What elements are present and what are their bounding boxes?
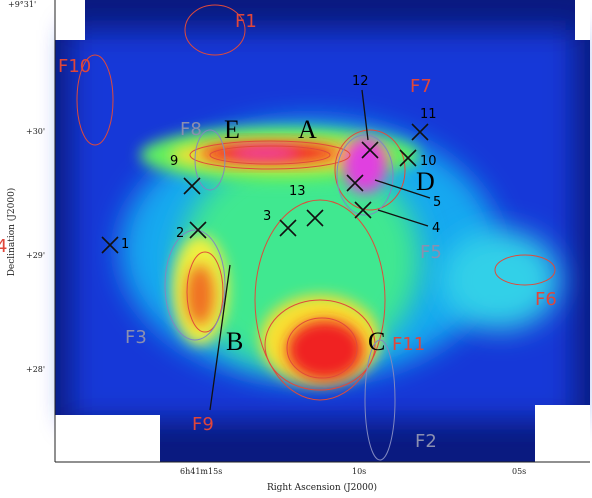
filament-label: F1 (235, 11, 257, 32)
source-label: 2 (176, 226, 184, 241)
source-label: 1 (121, 237, 129, 252)
region-label: E (224, 115, 240, 144)
figure: E A D B C F1 F10 F7 F8 F5 F6 F3 F11 F9 F… (0, 0, 592, 498)
source-label: 12 (352, 74, 369, 89)
y-tick-label: +28' (26, 365, 45, 374)
source-label: 11 (420, 107, 437, 122)
filament-label: F5 (420, 242, 442, 263)
filament-label: F10 (58, 56, 91, 77)
region-label: A (298, 115, 317, 144)
y-tick-label: +29' (26, 251, 45, 260)
x-axis-title: Right Ascension (J2000) (267, 482, 377, 493)
source-label: 5 (433, 195, 441, 210)
region-label: B (226, 327, 243, 356)
filament-label: F7 (410, 76, 432, 97)
x-tick-label: 6h41m15s (180, 467, 222, 476)
region-label: D (416, 167, 435, 196)
filament-label: F3 (125, 327, 147, 348)
source-label: 3 (263, 209, 271, 224)
filament-label: F11 (392, 334, 425, 355)
filament-label: F8 (180, 119, 202, 140)
source-label: 4 (432, 221, 440, 236)
sky-map (55, 0, 590, 462)
x-tick-label: 10s (352, 467, 366, 476)
x-tick-label: 05s (512, 467, 526, 476)
y-tick-label: +30' (26, 127, 45, 136)
source-label: 9 (170, 154, 178, 169)
source-label: 13 (289, 184, 306, 199)
filament-label: F2 (415, 431, 437, 452)
y-tick-label: +9°31' (8, 0, 36, 9)
page: {"axes": {"y_title": "Declination (J2000… (0, 0, 592, 498)
source-label: 10 (420, 154, 437, 169)
region-label: C (368, 327, 385, 356)
filament-label: F6 (535, 289, 557, 310)
filament-label: F9 (192, 414, 214, 435)
y-axis-title: Declination (J2000) (6, 188, 17, 277)
